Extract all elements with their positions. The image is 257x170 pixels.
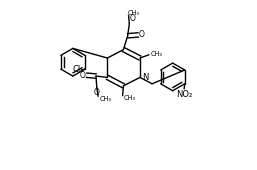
- Text: O: O: [130, 14, 136, 23]
- Text: NO₂: NO₂: [176, 90, 192, 99]
- Text: CH₃: CH₃: [128, 10, 140, 16]
- Text: CH₃: CH₃: [123, 95, 135, 101]
- Text: O: O: [80, 71, 86, 80]
- Text: CH₃: CH₃: [150, 51, 162, 57]
- Text: O: O: [139, 30, 145, 39]
- Text: O: O: [94, 88, 100, 97]
- Text: Cl: Cl: [72, 65, 81, 74]
- Text: N: N: [142, 73, 149, 82]
- Text: CH₃: CH₃: [99, 96, 112, 102]
